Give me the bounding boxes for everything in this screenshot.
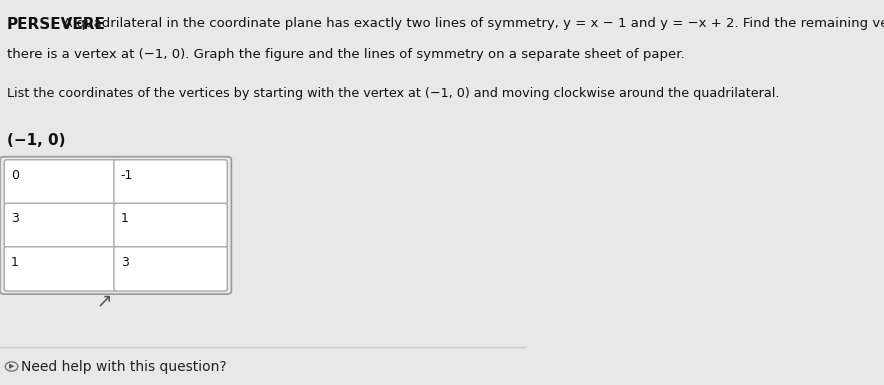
Text: -1: -1 xyxy=(121,169,133,182)
Text: 3: 3 xyxy=(121,256,128,269)
FancyBboxPatch shape xyxy=(4,247,118,291)
FancyBboxPatch shape xyxy=(114,203,227,248)
Text: 3: 3 xyxy=(11,212,19,225)
Text: there is a vertex at (−1, 0). Graph the figure and the lines of symmetry on a se: there is a vertex at (−1, 0). Graph the … xyxy=(7,48,684,61)
Text: Need help with this question?: Need help with this question? xyxy=(21,360,226,373)
FancyBboxPatch shape xyxy=(114,160,227,204)
Text: ↖: ↖ xyxy=(92,293,111,310)
FancyBboxPatch shape xyxy=(4,203,118,248)
Text: List the coordinates of the vertices by starting with the vertex at (−1, 0) and : List the coordinates of the vertices by … xyxy=(7,87,780,100)
Text: 1: 1 xyxy=(121,212,128,225)
Text: PERSEVERE: PERSEVERE xyxy=(7,17,106,32)
FancyBboxPatch shape xyxy=(114,247,227,291)
Text: 1: 1 xyxy=(11,256,19,269)
Text: ▶: ▶ xyxy=(9,363,14,370)
Text: 0: 0 xyxy=(11,169,19,182)
FancyBboxPatch shape xyxy=(4,160,118,204)
Text: (−1, 0): (−1, 0) xyxy=(7,133,65,148)
Text: A quadrilateral in the coordinate plane has exactly two lines of symmetry, y = x: A quadrilateral in the coordinate plane … xyxy=(58,17,884,30)
